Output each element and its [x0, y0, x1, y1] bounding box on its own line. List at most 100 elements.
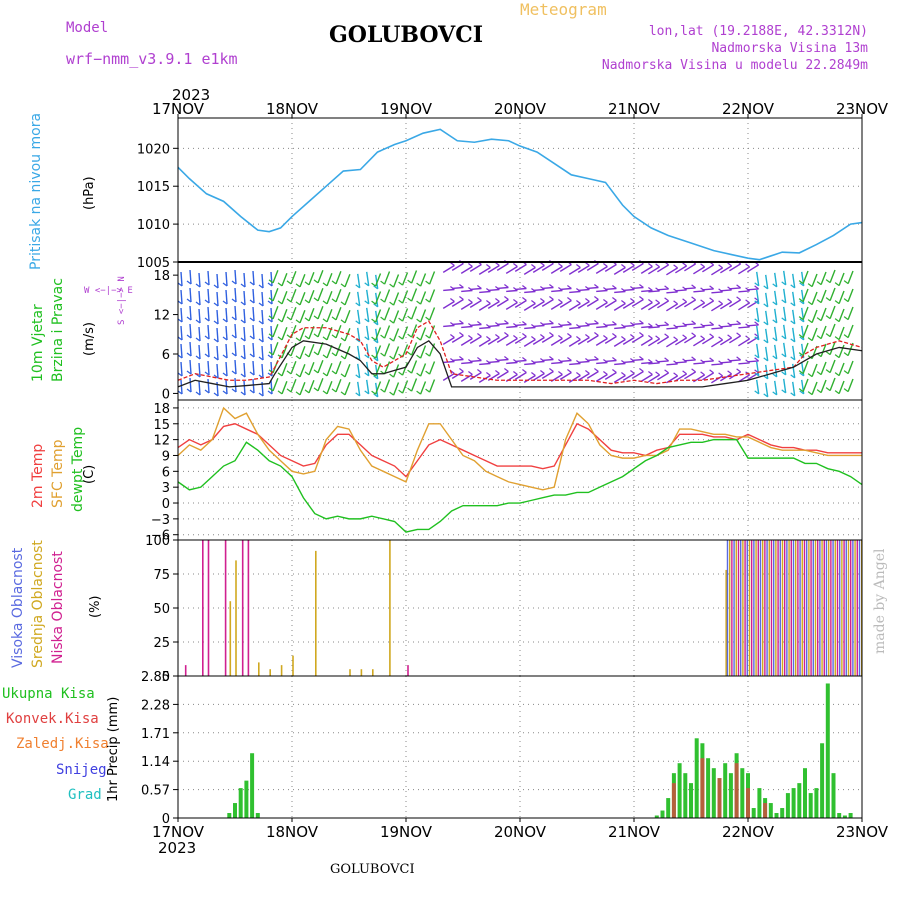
wind-barb: [720, 265, 732, 274]
wind-barb: [392, 346, 400, 360]
wind-barb-flag: [195, 283, 201, 288]
wind-barb: [622, 300, 635, 309]
wind-barb: [189, 341, 192, 357]
wind-barb: [666, 303, 678, 312]
precip-bar-total: [751, 808, 756, 818]
wind-barb: [648, 290, 660, 293]
wind-barb-flag: [504, 284, 509, 288]
wind-barb-flag: [213, 320, 219, 325]
wind-barb-flag: [772, 355, 778, 360]
x-tick-label-bottom: 22NOV: [722, 823, 775, 841]
wind-barb: [596, 361, 608, 365]
wind-barb: [419, 345, 427, 359]
wind-barb-flag: [691, 284, 696, 289]
wind-barb: [578, 324, 590, 328]
wind-barb: [252, 324, 255, 340]
wind-barb: [765, 346, 769, 361]
wind-barb: [357, 363, 361, 378]
wind-barb: [541, 262, 554, 271]
wind-barb: [410, 360, 418, 374]
wind-barb: [392, 310, 400, 324]
temp-dewpt-line: [177, 438, 863, 533]
wind-barb: [702, 336, 714, 345]
wind-barb: [577, 264, 590, 273]
wind-barb: [460, 265, 473, 274]
wind-barb-flag: [655, 335, 660, 340]
wind-barb-flag: [355, 338, 361, 343]
wind-barb-flag: [781, 389, 787, 394]
wind-barb: [479, 362, 491, 366]
wind-barb-flag: [249, 281, 255, 286]
wind-barb-flag: [522, 285, 527, 289]
wind-barb: [533, 324, 545, 328]
wind-barb: [666, 327, 678, 330]
wind-barb-flag: [258, 392, 264, 397]
wind-barb: [366, 307, 370, 322]
wind-barb-flag: [603, 299, 608, 303]
wind-barb-flag: [389, 283, 394, 288]
wind-barb-flag: [186, 352, 192, 357]
wind-barb-flag: [322, 282, 328, 287]
wind-barb: [252, 378, 255, 394]
wind-barb: [505, 337, 518, 346]
wind-barb-flag: [450, 334, 455, 338]
wind-barb-flag: [268, 279, 274, 284]
wind-barb: [419, 327, 427, 341]
x-tick-label-top: 19NOV: [380, 100, 433, 118]
wind-barb: [648, 266, 660, 275]
wind-barb-flag: [304, 299, 310, 304]
wind-barb-flag: [459, 356, 464, 360]
wind-barb: [838, 380, 845, 394]
wind-barb-flag: [772, 283, 778, 288]
wind-barb-flag: [682, 262, 687, 267]
wind-barb-flag: [240, 319, 246, 324]
wind-barb: [648, 374, 660, 383]
wind-barb: [243, 326, 246, 342]
wind-barb: [428, 379, 436, 393]
wind-barb-flag: [322, 354, 328, 359]
wind-barb: [622, 372, 635, 381]
wind-barb-flag: [799, 318, 805, 323]
wind-barb: [496, 262, 509, 271]
wind-barb: [479, 290, 491, 294]
wind-barb: [496, 298, 509, 307]
wind-barb: [357, 291, 361, 306]
wind-barb: [596, 325, 608, 329]
wind-barb: [577, 336, 590, 345]
wind-barb: [419, 273, 427, 287]
wind-barb-flag: [798, 316, 804, 321]
wind-barb-flag: [380, 316, 385, 321]
wind-barb: [357, 273, 361, 288]
wind-barb: [820, 325, 827, 339]
wind-barb: [428, 325, 436, 339]
wind-barb: [290, 289, 297, 303]
wind-barb-flag: [389, 319, 394, 324]
wind-barb-flag: [322, 390, 328, 395]
wind-barb: [747, 288, 759, 291]
wind-barb-flag: [373, 357, 379, 362]
wind-barb-flag: [213, 392, 219, 397]
wind-barb-flag: [522, 357, 527, 361]
wind-barb-flag: [204, 317, 210, 322]
wind-barb: [281, 327, 288, 341]
wind-barb: [702, 324, 714, 327]
wind-barb: [180, 379, 183, 395]
wind-barb-flag: [186, 370, 192, 375]
wind-barb-flag: [416, 282, 421, 287]
wind-barb-flag: [664, 321, 669, 326]
wind-barb: [189, 377, 192, 393]
wind-barb: [451, 298, 464, 307]
wind-barb: [189, 269, 192, 285]
wind-barb: [614, 290, 626, 294]
y-tick-label: 9: [162, 449, 170, 464]
wind-barb-flag: [340, 301, 346, 306]
wind-barb: [684, 371, 696, 380]
wind-barb: [811, 273, 818, 287]
wind-barb-flag: [204, 299, 210, 304]
wind-barb-flag: [834, 390, 840, 395]
wind-barb-flag: [639, 356, 644, 360]
wind-barb-flag: [177, 318, 183, 323]
wind-barb-flag: [267, 390, 273, 395]
wind-barb: [577, 372, 590, 381]
wind-barb-flag: [816, 389, 822, 394]
